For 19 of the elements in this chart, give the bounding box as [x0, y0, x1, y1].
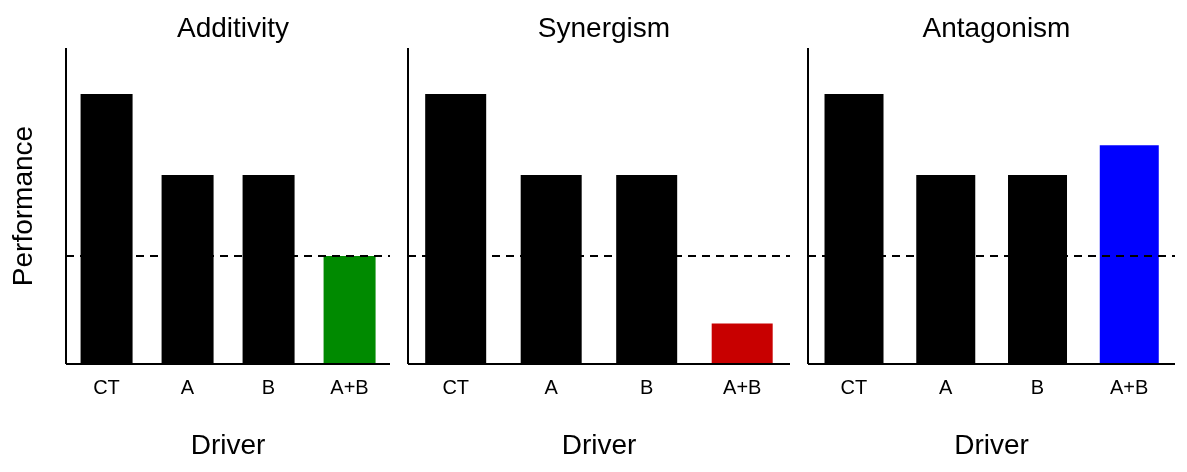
x-tick-label: A [180, 376, 195, 399]
x-tick-label: A+B [723, 376, 762, 399]
x-axis-title: Driver [954, 429, 1029, 460]
chart-title: Antagonism [921, 12, 1072, 44]
x-tick-label: B [261, 376, 276, 399]
chart-title: Synergism [536, 12, 672, 44]
x-tick-label: A+B [1109, 376, 1149, 399]
y-axis-title: Performance [6, 125, 38, 287]
x-tick-label: B [640, 376, 654, 399]
x-tick-label: CT [840, 376, 868, 399]
x-tick-label: A [938, 376, 953, 399]
x-tick-label: CT [442, 376, 470, 399]
x-tick-label: A [544, 376, 559, 399]
chart-title: Additivity [175, 12, 290, 44]
x-tick-label: B [1030, 376, 1045, 399]
x-axis-title: Driver [190, 429, 266, 460]
x-tick-label: CT [93, 376, 120, 399]
x-tick-label: A+B [330, 376, 369, 399]
x-axis-title: Driver [561, 429, 637, 460]
